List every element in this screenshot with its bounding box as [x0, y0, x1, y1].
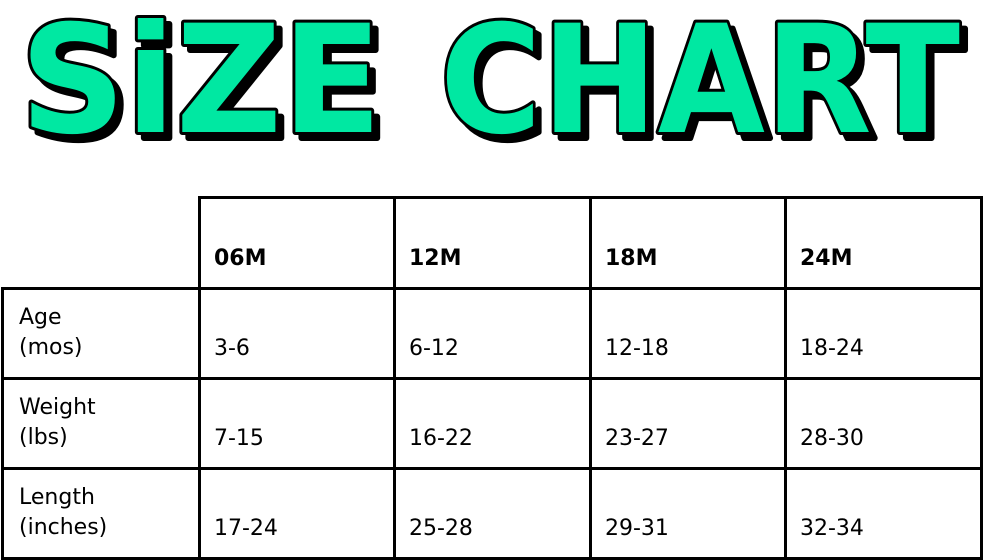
header-cell [589, 196, 787, 290]
row-label-line1: Weight [19, 395, 96, 420]
table-cell-value: 3-6 [214, 336, 250, 361]
size-chart-title-logo: SiZE CHART [17, 0, 963, 171]
row-label-line2: (mos) [19, 335, 83, 360]
title-word-size: SiZE [20, 0, 382, 168]
table-cell-value: 12-18 [605, 336, 669, 361]
table-cell-value: 6-12 [409, 336, 459, 361]
table-cell-value: 32-34 [800, 516, 864, 541]
header-cell [784, 196, 983, 290]
table-cell [784, 467, 983, 560]
row-label-line2: (lbs) [19, 425, 68, 450]
column-header: 24M [800, 246, 853, 271]
row-label-line2: (inches) [19, 515, 108, 540]
title-word-chart: CHART [440, 0, 960, 168]
table-cell-value: 25-28 [409, 516, 473, 541]
header-cell [393, 196, 592, 290]
column-header: 18M [605, 246, 658, 271]
table-cell-value: 18-24 [800, 336, 864, 361]
table-cell-value: 23-27 [605, 426, 669, 451]
row-label-line1: Length [19, 485, 95, 510]
table-cell-value: 28-30 [800, 426, 864, 451]
column-header: 06M [214, 246, 267, 271]
column-header: 12M [409, 246, 462, 271]
table-cell-value: 17-24 [214, 516, 278, 541]
table-cell-value: 7-15 [214, 426, 264, 451]
table-cell-value: 29-31 [605, 516, 669, 541]
header-cell [198, 196, 396, 290]
row-label-line1: Age [19, 305, 62, 330]
table-cell-value: 16-22 [409, 426, 473, 451]
